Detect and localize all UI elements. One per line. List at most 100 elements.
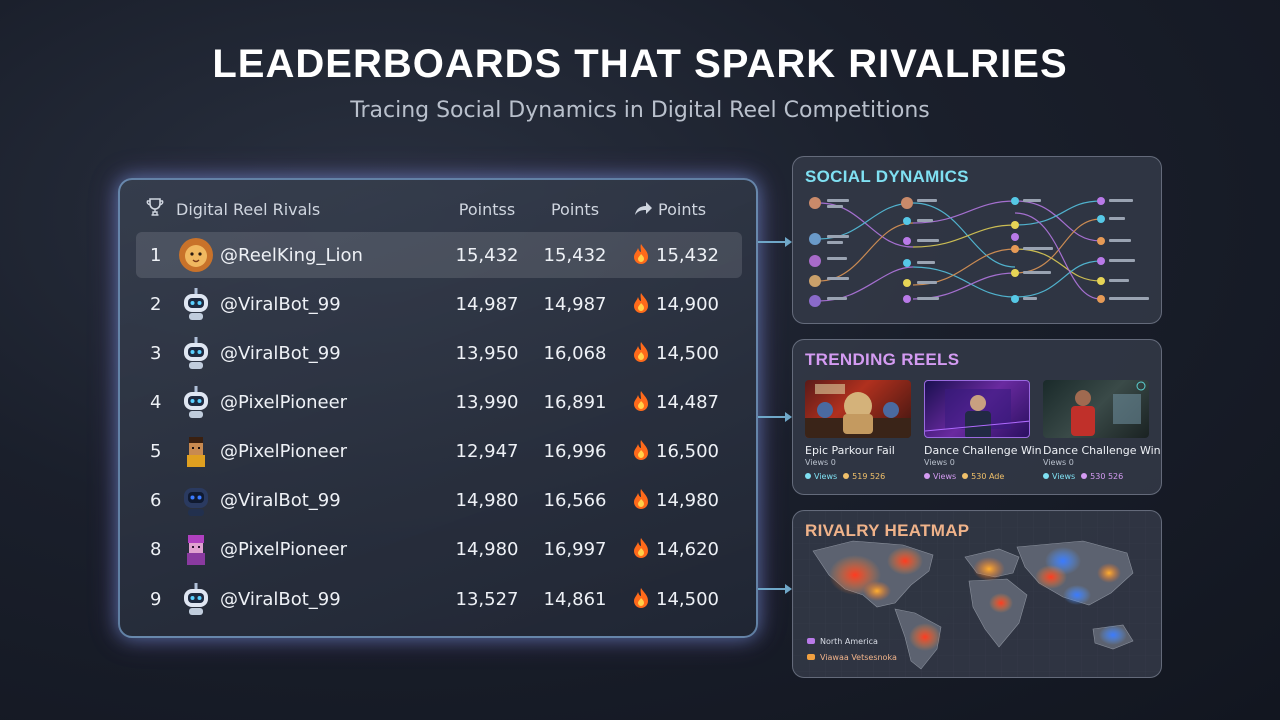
pixel-person-avatar[interactable] <box>178 433 214 469</box>
rank-number: 1 <box>150 245 162 266</box>
rank-number: 4 <box>150 392 162 413</box>
points-value-1: 15,432 <box>455 245 519 266</box>
connector-arrow <box>758 584 792 594</box>
dance-scene-image <box>925 389 1029 437</box>
points-value-2: 16,566 <box>543 490 607 511</box>
points-value-3: 14,900 <box>656 294 719 315</box>
reel-views-3: Views 0 <box>1043 458 1074 467</box>
trophy-icon <box>146 198 164 216</box>
leaderboard-row[interactable]: 1 @ReelKing_Lion 15,432 15,432 15,432 <box>136 232 742 278</box>
points-value-1: 13,527 <box>455 589 519 610</box>
rank-number: 2 <box>150 294 162 315</box>
username-link[interactable]: @PixelPioneer <box>220 441 348 462</box>
dance-scene-image <box>1071 381 1146 436</box>
share-arrow-icon[interactable] <box>632 198 654 218</box>
points-value-3: 14,487 <box>656 392 719 413</box>
social-dynamics-title: SOCIAL DYNAMICS <box>805 167 969 186</box>
column-header-2[interactable]: Points <box>550 200 600 219</box>
rank-number: 9 <box>150 589 162 610</box>
fire-icon <box>632 292 650 314</box>
username-link[interactable]: @ReelKing_Lion <box>220 245 363 266</box>
points-value-3: 15,432 <box>656 245 719 266</box>
leaderboard-row[interactable]: 3 @ViralBot_99 13,950 16,068 14,500 <box>136 330 742 376</box>
points-value-1: 13,950 <box>455 343 519 364</box>
points-value-2: 14,987 <box>543 294 607 315</box>
points-value-2: 14,861 <box>543 589 607 610</box>
username-link[interactable]: @ViralBot_99 <box>220 589 341 610</box>
points-value-2: 16,068 <box>543 343 607 364</box>
trending-reels-panel[interactable]: TRENDING REELS Epic Parkour Fail Views 0… <box>792 339 1162 495</box>
fire-icon <box>632 390 650 412</box>
reel-meta-3: Views 530 526 <box>1043 472 1123 481</box>
points-value-3: 14,620 <box>656 539 719 560</box>
social-dynamics-panel[interactable]: SOCIAL DYNAMICS <box>792 156 1162 324</box>
pink-pixel-avatar[interactable] <box>178 531 214 567</box>
leaderboard-row[interactable]: 9 @ViralBot_99 13,527 14,861 14,500 <box>136 576 742 622</box>
leaderboard-row[interactable]: 4 @PixelPioneer 13,990 16,891 14,487 <box>136 379 742 425</box>
reel-thumbnail-2[interactable] <box>924 380 1030 438</box>
reel-title-2[interactable]: Dance Challenge Win <box>924 444 1042 457</box>
points-value-2: 16,997 <box>543 539 607 560</box>
reel-thumbnail-3[interactable] <box>1043 380 1149 438</box>
username-link[interactable]: @ViralBot_99 <box>220 490 341 511</box>
points-value-1: 14,980 <box>455 490 519 511</box>
reel-meta-2: Views 530 Ade <box>924 472 1004 481</box>
parkour-scene-image <box>805 384 911 438</box>
points-value-1: 14,980 <box>455 539 519 560</box>
reel-title-1[interactable]: Epic Parkour Fail <box>805 444 895 457</box>
robot-avatar[interactable] <box>178 581 214 617</box>
trending-reels-title: TRENDING REELS <box>805 350 960 369</box>
robot-avatar[interactable] <box>178 286 214 322</box>
legend-item-2: Viawaa Vetsesnoka <box>807 653 897 662</box>
points-value-3: 14,500 <box>656 343 719 364</box>
points-value-3: 14,980 <box>656 490 719 511</box>
rank-number: 5 <box>150 441 162 462</box>
points-value-1: 14,987 <box>455 294 519 315</box>
connector-arrow <box>758 412 792 422</box>
robot-avatar[interactable] <box>178 335 214 371</box>
username-link[interactable]: @ViralBot_99 <box>220 294 341 315</box>
connector-arrow <box>758 237 792 247</box>
leaderboard-row[interactable]: 6 @ViralBot_99 14,980 16,566 14,980 <box>136 477 742 523</box>
points-value-3: 16,500 <box>656 441 719 462</box>
column-header-3[interactable]: Points <box>658 200 707 219</box>
reel-thumbnail-1[interactable] <box>805 380 911 438</box>
rank-number: 8 <box>150 539 162 560</box>
page-subtitle: Tracing Social Dynamics in Digital Reel … <box>350 98 930 123</box>
fire-icon <box>632 341 650 363</box>
rank-number: 3 <box>150 343 162 364</box>
page-title: LEADERBOARDS THAT SPARK RIVALRIES <box>212 42 1068 86</box>
lion-avatar[interactable] <box>178 237 214 273</box>
reel-views-2: Views 0 <box>924 458 955 467</box>
leaderboard-header: Digital Reel Rivals Pointss Points Point… <box>120 198 756 222</box>
rivalry-heatmap-title: RIVALRY HEATMAP <box>805 521 970 540</box>
points-value-2: 16,996 <box>543 441 607 462</box>
robot-avatar[interactable] <box>178 384 214 420</box>
fire-icon <box>632 439 650 461</box>
username-link[interactable]: @PixelPioneer <box>220 392 348 413</box>
reel-views-1: Views 0 <box>805 458 836 467</box>
fire-icon <box>632 488 650 510</box>
username-link[interactable]: @ViralBot_99 <box>220 343 341 364</box>
points-value-2: 16,891 <box>543 392 607 413</box>
leaderboard-row[interactable]: 5 @PixelPioneer 12,947 16,996 16,500 <box>136 428 742 474</box>
rank-number: 6 <box>150 490 162 511</box>
points-value-2: 15,432 <box>543 245 607 266</box>
points-value-3: 14,500 <box>656 589 719 610</box>
points-value-1: 13,990 <box>455 392 519 413</box>
leaderboard-row[interactable]: 8 @PixelPioneer 14,980 16,997 14,620 <box>136 526 742 572</box>
rivalry-heatmap-panel[interactable]: RIVALRY HEATMAP North Amer <box>792 510 1162 678</box>
leaderboard-row[interactable]: 2 @ViralBot_99 14,987 14,987 14,900 <box>136 281 742 327</box>
points-value-1: 12,947 <box>455 441 519 462</box>
dark-robot-avatar[interactable] <box>178 482 214 518</box>
world-heatmap-map[interactable] <box>793 511 1162 678</box>
username-link[interactable]: @PixelPioneer <box>220 539 348 560</box>
legend-item-1: North America <box>807 637 878 646</box>
column-header-1[interactable]: Pointss <box>458 200 516 219</box>
fire-icon <box>632 537 650 559</box>
social-network-graph[interactable] <box>793 157 1163 325</box>
fire-icon <box>632 243 650 265</box>
leaderboard-title: Digital Reel Rivals <box>176 200 321 219</box>
reel-title-3[interactable]: Dance Challenge Win <box>1043 444 1161 457</box>
reel-meta-1: Views 519 526 <box>805 472 885 481</box>
